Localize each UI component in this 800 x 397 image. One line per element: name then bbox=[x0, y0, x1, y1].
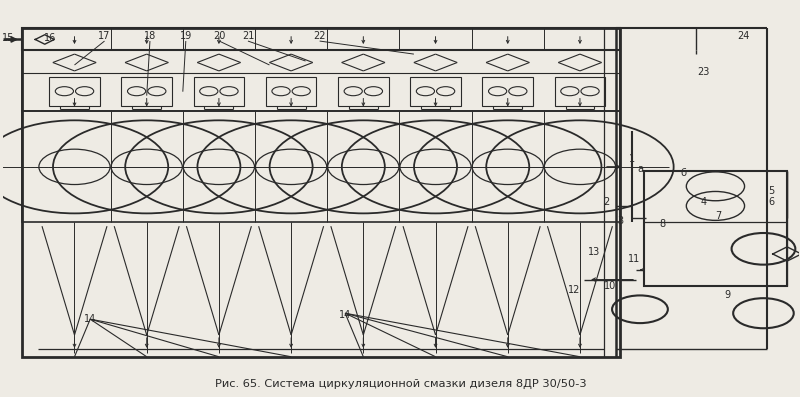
Text: 11: 11 bbox=[627, 254, 640, 264]
Text: 8: 8 bbox=[659, 219, 666, 229]
Text: 17: 17 bbox=[98, 31, 110, 41]
Text: 24: 24 bbox=[738, 31, 750, 41]
Bar bbox=[554, 77, 606, 106]
Text: 15: 15 bbox=[2, 33, 14, 43]
Text: а: а bbox=[637, 164, 643, 174]
Bar bbox=[22, 29, 620, 50]
Text: 4: 4 bbox=[701, 197, 706, 208]
Text: 18: 18 bbox=[144, 31, 156, 41]
Bar bbox=[122, 77, 172, 106]
Text: 22: 22 bbox=[314, 31, 326, 41]
Text: 5: 5 bbox=[768, 185, 774, 196]
Bar bbox=[410, 77, 461, 106]
Text: 16: 16 bbox=[44, 33, 57, 43]
Text: 1: 1 bbox=[629, 154, 635, 164]
Bar bbox=[266, 77, 316, 106]
Text: 21: 21 bbox=[242, 31, 254, 41]
Text: 3: 3 bbox=[617, 216, 623, 226]
Text: Рис. 65. Система циркуляционной смазки дизеля 8ДР 30/50-3: Рис. 65. Система циркуляционной смазки д… bbox=[215, 379, 586, 389]
Text: 19: 19 bbox=[180, 31, 192, 41]
Text: 10: 10 bbox=[603, 281, 616, 291]
Bar bbox=[50, 77, 100, 106]
Bar bbox=[338, 77, 389, 106]
Text: 7: 7 bbox=[715, 211, 721, 221]
Text: б: б bbox=[680, 168, 686, 178]
Bar bbox=[194, 77, 244, 106]
Text: 14: 14 bbox=[339, 310, 351, 320]
Bar bbox=[22, 29, 620, 357]
Text: 23: 23 bbox=[698, 67, 710, 77]
Text: 20: 20 bbox=[213, 31, 226, 41]
Bar bbox=[482, 77, 533, 106]
Text: 9: 9 bbox=[725, 291, 730, 301]
Text: 2: 2 bbox=[603, 197, 610, 208]
Text: 12: 12 bbox=[569, 285, 581, 295]
Bar bbox=[22, 112, 620, 222]
Bar bbox=[22, 50, 620, 112]
Text: 6: 6 bbox=[768, 197, 774, 208]
Bar bbox=[644, 171, 787, 285]
Text: 13: 13 bbox=[588, 247, 600, 257]
Text: 14: 14 bbox=[84, 314, 96, 324]
